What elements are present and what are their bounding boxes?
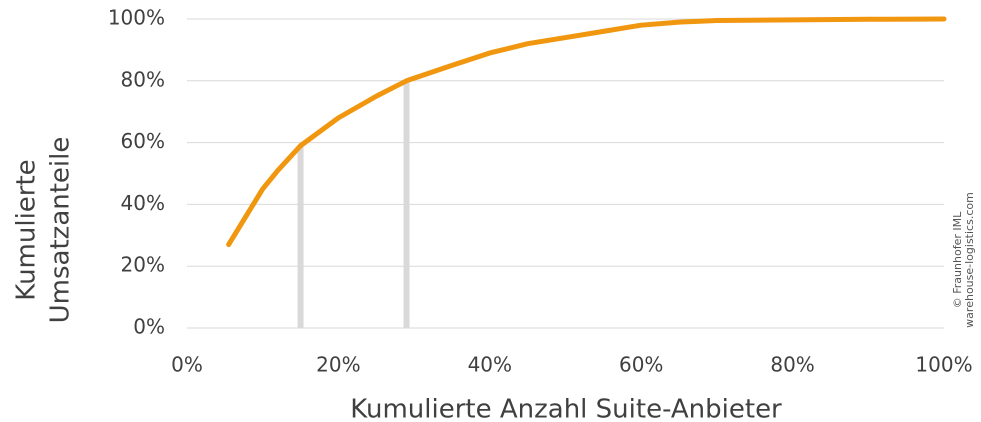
x-tick-label: 40%	[468, 353, 512, 377]
y-axis-title: Kumulierte Umsatzanteile	[12, 137, 76, 324]
credit-line: warehouse-logistics.com	[963, 192, 976, 328]
x-tick-label: 20%	[316, 353, 360, 377]
x-tick-label: 100%	[915, 353, 972, 377]
y-axis-title-line: Kumulierte	[12, 159, 42, 300]
y-tick-label: 20%	[121, 253, 165, 277]
y-tick-label: 0%	[133, 315, 165, 339]
y-tick-label: 80%	[121, 67, 165, 91]
credit: © Fraunhofer IML warehouse-logistics.com	[951, 192, 976, 328]
x-axis-title: Kumulierte Anzahl Suite-Anbieter	[350, 395, 782, 422]
credit-line: © Fraunhofer IML	[951, 211, 964, 308]
y-tick-label: 40%	[121, 191, 165, 215]
x-tick-label: 0%	[171, 353, 203, 377]
y-axis-title-line: Umsatzanteile	[46, 137, 76, 324]
y-tick-label: 100%	[108, 6, 165, 30]
y-tick-label: 60%	[121, 129, 165, 153]
x-tick-label: 60%	[619, 353, 663, 377]
x-tick-label: 80%	[770, 353, 814, 377]
line-series	[226, 16, 947, 248]
